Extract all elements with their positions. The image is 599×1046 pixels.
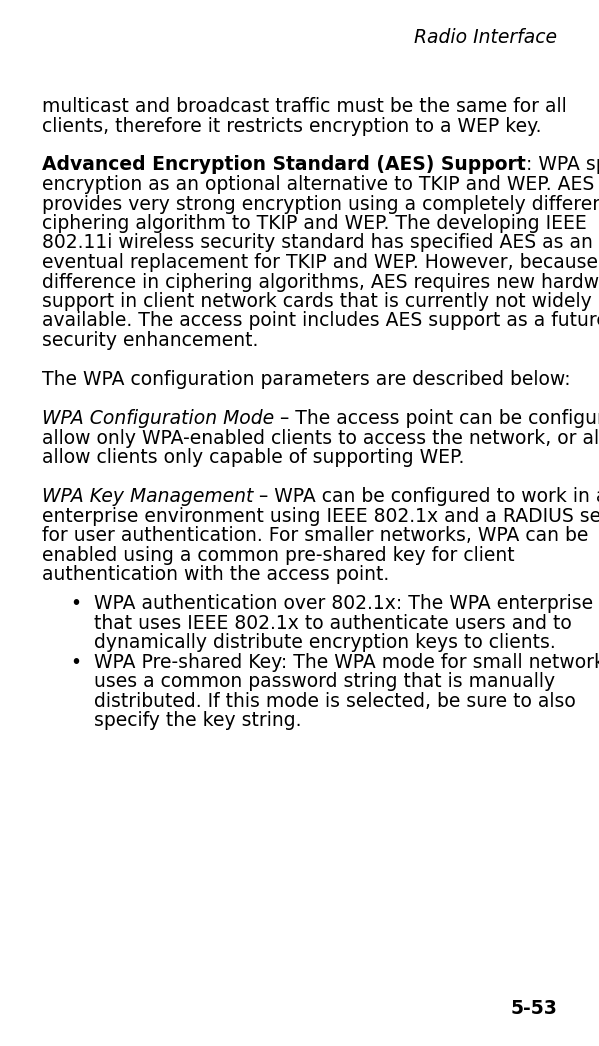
Text: 5-53: 5-53 — [510, 999, 557, 1018]
Text: clients, therefore it restricts encryption to a WEP key.: clients, therefore it restricts encrypti… — [42, 116, 541, 136]
Text: WPA Key Management: WPA Key Management — [42, 487, 253, 506]
Text: that uses IEEE 802.1x to authenticate users and to: that uses IEEE 802.1x to authenticate us… — [94, 614, 572, 633]
Text: enabled using a common pre-shared key for client: enabled using a common pre-shared key fo… — [42, 546, 515, 565]
Text: available. The access point includes AES support as a future: available. The access point includes AES… — [42, 312, 599, 331]
Text: for user authentication. For smaller networks, WPA can be: for user authentication. For smaller net… — [42, 526, 588, 545]
Text: dynamically distribute encryption keys to clients.: dynamically distribute encryption keys t… — [94, 633, 556, 653]
Text: Advanced Encryption Standard (AES) Support: Advanced Encryption Standard (AES) Suppo… — [42, 156, 526, 175]
Text: distributed. If this mode is selected, be sure to also: distributed. If this mode is selected, b… — [94, 691, 576, 710]
Text: WPA authentication over 802.1x: The WPA enterprise mode: WPA authentication over 802.1x: The WPA … — [94, 594, 599, 613]
Text: provides very strong encryption using a completely different: provides very strong encryption using a … — [42, 195, 599, 213]
Text: : WPA specifies AES: : WPA specifies AES — [526, 156, 599, 175]
Text: – WPA can be configured to work in an: – WPA can be configured to work in an — [253, 487, 599, 506]
Text: uses a common password string that is manually: uses a common password string that is ma… — [94, 673, 555, 691]
Text: authentication with the access point.: authentication with the access point. — [42, 565, 389, 584]
Text: •: • — [70, 594, 81, 613]
Text: Radio Interface: Radio Interface — [414, 28, 557, 47]
Text: The WPA configuration parameters are described below:: The WPA configuration parameters are des… — [42, 370, 571, 389]
Text: •: • — [70, 653, 81, 672]
Text: multicast and broadcast traffic must be the same for all: multicast and broadcast traffic must be … — [42, 97, 567, 116]
Text: allow clients only capable of supporting WEP.: allow clients only capable of supporting… — [42, 448, 464, 467]
Text: encryption as an optional alternative to TKIP and WEP. AES: encryption as an optional alternative to… — [42, 175, 594, 194]
Text: specify the key string.: specify the key string. — [94, 711, 301, 730]
Text: enterprise environment using IEEE 802.1x and a RADIUS server: enterprise environment using IEEE 802.1x… — [42, 506, 599, 525]
Text: allow only WPA-enabled clients to access the network, or also: allow only WPA-enabled clients to access… — [42, 429, 599, 448]
Text: security enhancement.: security enhancement. — [42, 331, 258, 350]
Text: support in client network cards that is currently not widely: support in client network cards that is … — [42, 292, 592, 311]
Text: 802.11i wireless security standard has specified AES as an: 802.11i wireless security standard has s… — [42, 233, 593, 252]
Text: WPA Pre-shared Key: The WPA mode for small networks that: WPA Pre-shared Key: The WPA mode for sma… — [94, 653, 599, 672]
Text: difference in ciphering algorithms, AES requires new hardware: difference in ciphering algorithms, AES … — [42, 273, 599, 292]
Text: ciphering algorithm to TKIP and WEP. The developing IEEE: ciphering algorithm to TKIP and WEP. The… — [42, 214, 587, 233]
Text: – The access point can be configured to: – The access point can be configured to — [274, 409, 599, 428]
Text: WPA Configuration Mode: WPA Configuration Mode — [42, 409, 274, 428]
Text: eventual replacement for TKIP and WEP. However, because of the: eventual replacement for TKIP and WEP. H… — [42, 253, 599, 272]
